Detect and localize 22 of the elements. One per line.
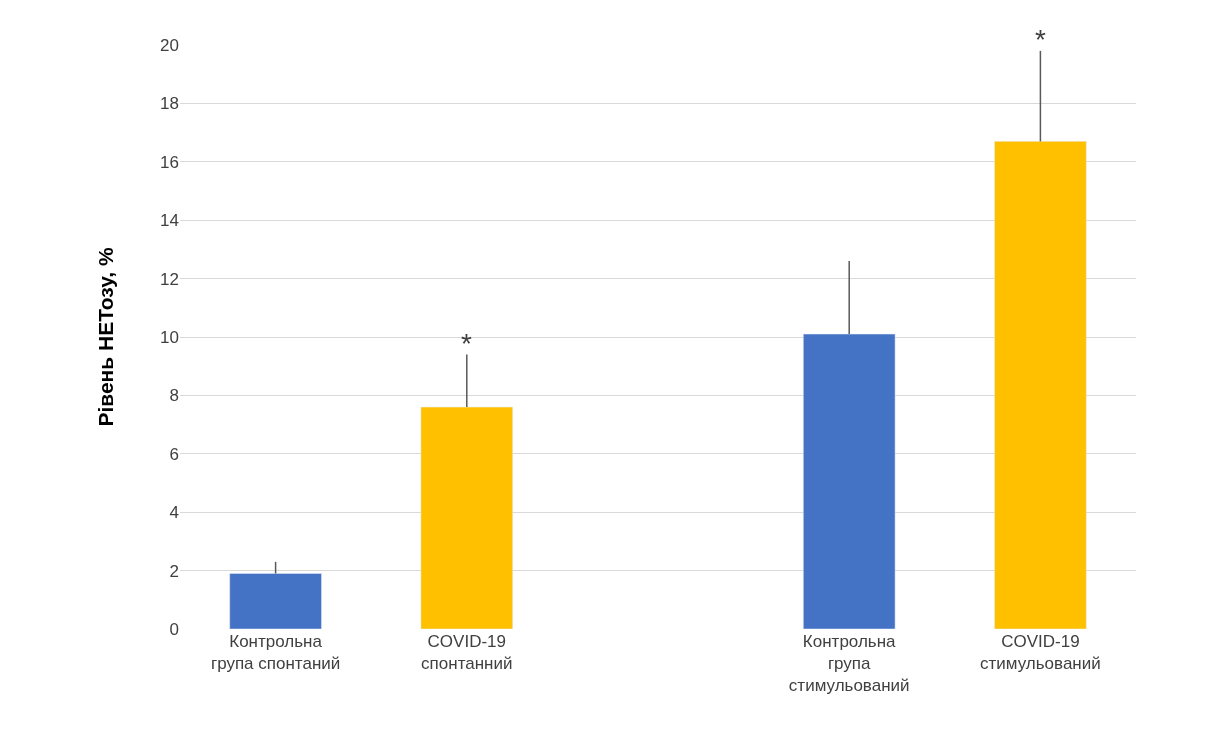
annotation: * [461,328,472,359]
y-tick-label: 20 [160,35,179,55]
x-tick-label: COVID-19 спонтанний [421,632,513,674]
y-tick-label: 8 [169,386,179,406]
bar [420,406,513,629]
y-tick-label: 16 [160,152,179,172]
y-axis-title: Рівень НЕТозу, % [94,247,118,427]
x-tick-label: Контрольна група стимульований [788,632,910,696]
y-tick-label: 0 [169,619,179,639]
x-tick-label: COVID-19 стимульований [980,632,1101,674]
y-tick-label: 18 [160,94,179,114]
bar [229,573,322,629]
y-tick-label: 2 [169,561,179,581]
y-tick-label: 12 [160,269,179,289]
annotation: * [1035,24,1046,55]
bar [994,141,1087,629]
y-tick-label: 14 [160,211,179,231]
bar [803,333,896,629]
y-tick-label: 10 [160,327,179,347]
y-tick-label: 6 [169,444,179,464]
y-tick-label: 4 [169,503,179,523]
x-tick-label: Контрольна група спонтаний [210,632,341,674]
